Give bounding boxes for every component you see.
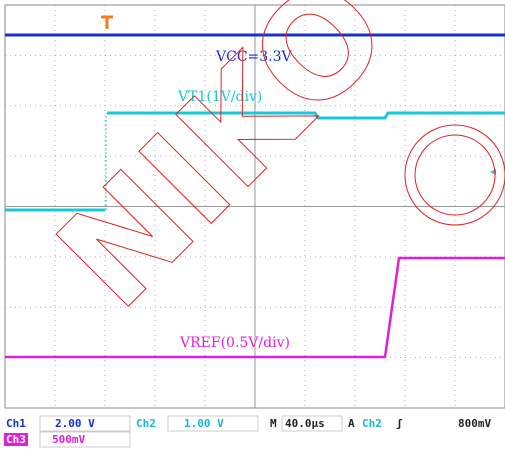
status-text: Ch3 bbox=[6, 433, 26, 446]
status-text: 800mV bbox=[458, 417, 491, 430]
status-text: Ch2 bbox=[136, 417, 156, 430]
status-text: ʃ bbox=[396, 417, 403, 430]
status-text: A bbox=[348, 417, 355, 430]
field-box bbox=[39, 431, 131, 448]
status-text: Ch1 bbox=[6, 417, 26, 430]
screen-border bbox=[4, 4, 505, 409]
vref-trace bbox=[5, 256, 505, 359]
watermark-circle bbox=[404, 124, 505, 226]
ch3-highlight bbox=[4, 433, 28, 446]
vt1-trace bbox=[107, 111, 505, 120]
field-box bbox=[39, 415, 131, 432]
field-box bbox=[281, 415, 343, 432]
trace-label: VT1(1V/div) bbox=[177, 89, 262, 105]
status-text: 2.00 V bbox=[55, 417, 95, 430]
watermark-circle bbox=[414, 134, 496, 216]
status-text: 500mV bbox=[52, 433, 85, 446]
status-text: Ch2 bbox=[362, 417, 382, 430]
trace-label: VREF(0.5V/div) bbox=[179, 335, 290, 351]
status-text: 40.0µs bbox=[285, 417, 325, 430]
status-text: M bbox=[270, 417, 277, 430]
field-box bbox=[167, 415, 259, 432]
status-text: 1.00 V bbox=[184, 417, 224, 430]
trace-label: VCC=3.3V bbox=[215, 49, 293, 65]
trigger-marker bbox=[101, 15, 113, 29]
